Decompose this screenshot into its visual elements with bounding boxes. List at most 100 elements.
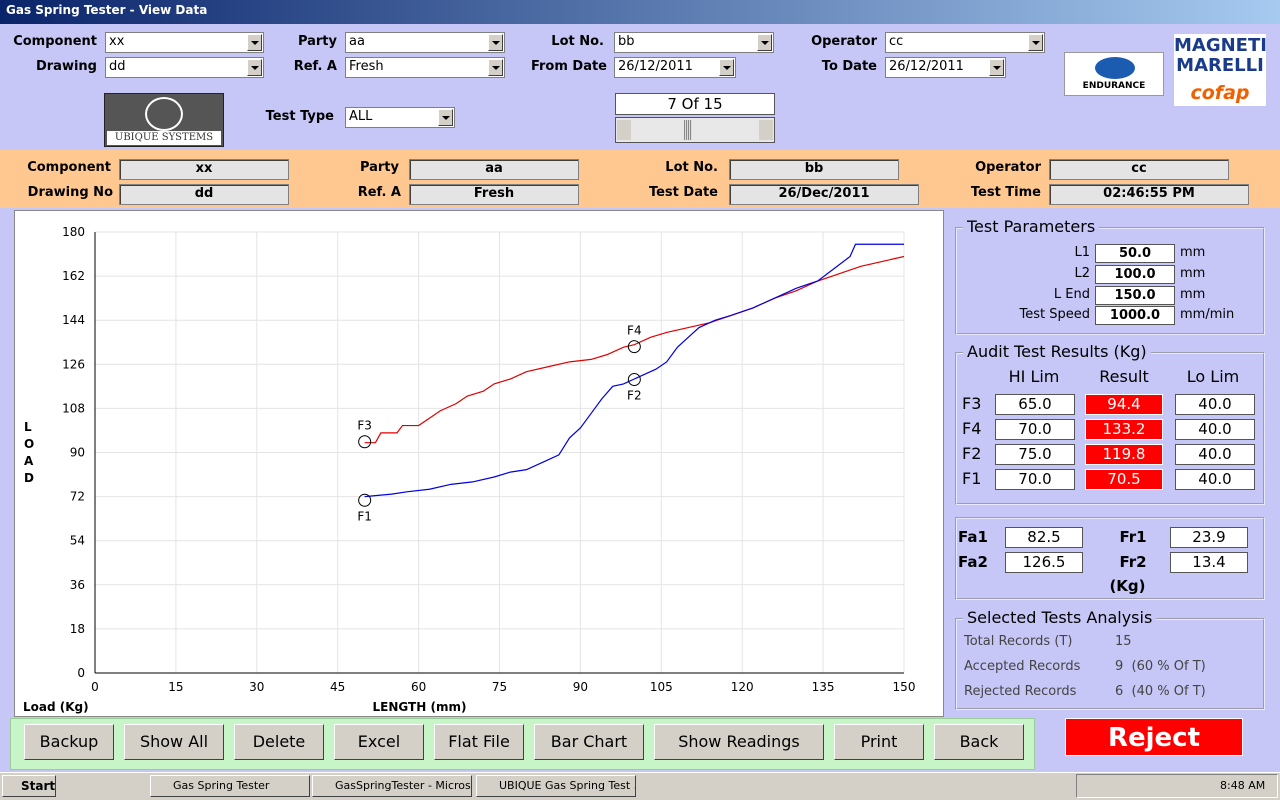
param-label: L End — [1053, 287, 1090, 302]
info-label: Test Date — [648, 185, 718, 200]
action-button[interactable]: Print — [834, 724, 924, 760]
combo-box[interactable]: 26/12/2011 — [614, 57, 736, 78]
combo-box[interactable]: Fresh — [345, 57, 505, 78]
scroll-left[interactable] — [617, 120, 631, 140]
start-button[interactable]: Start — [2, 775, 56, 797]
analysis-label: Accepted Records — [964, 659, 1081, 674]
result-value: 94.4 — [1085, 394, 1163, 415]
dropdown-arrow[interactable] — [757, 34, 772, 51]
x-tick-label: 75 — [492, 680, 507, 694]
param-value: 50.0 — [1095, 244, 1175, 263]
combo-box[interactable]: aa — [345, 32, 505, 53]
param-unit: mm — [1180, 287, 1206, 302]
group-title: Test Parameters — [963, 218, 1100, 236]
marker — [358, 435, 372, 449]
x-tick-label: 60 — [411, 680, 426, 694]
dropdown-arrow[interactable] — [989, 59, 1004, 76]
action-button[interactable]: Flat File — [434, 724, 524, 760]
x-tick-label: 45 — [330, 680, 345, 694]
arrow-icon — [492, 41, 500, 49]
action-button[interactable]: Backup — [24, 724, 114, 760]
force-label: Fa2 — [958, 553, 988, 571]
magneti-logo: MAGNETI MARELLI cofap — [1174, 34, 1267, 106]
taskbar-task[interactable]: Gas Spring Tester — [150, 775, 310, 797]
action-button[interactable]: Delete — [234, 724, 324, 760]
x-tick-label: 105 — [650, 680, 673, 694]
taskbar-task[interactable]: GasSpringTester - Micros... — [312, 775, 472, 797]
info-label: Ref. A — [357, 185, 401, 200]
title-bar — [0, 0, 1280, 24]
marelli-text: MARELLI — [1176, 55, 1264, 76]
scroll-right[interactable] — [759, 120, 773, 140]
action-button[interactable]: Bar Chart — [534, 724, 644, 760]
lo-limit: 40.0 — [1175, 419, 1255, 440]
record-scrollbar[interactable] — [615, 117, 775, 143]
force-label: Fr2 — [1119, 553, 1147, 571]
info-value: cc — [1049, 159, 1229, 180]
force-value: 82.5 — [1005, 527, 1083, 548]
action-button[interactable]: Excel — [334, 724, 424, 760]
info-label: Component — [27, 160, 111, 175]
scroll-thumb[interactable] — [684, 120, 692, 140]
analysis-value: 6 (40 % Of T) — [1115, 684, 1206, 699]
hi-limit: 70.0 — [995, 419, 1075, 440]
arrow-icon — [251, 41, 259, 49]
action-button[interactable]: Back — [934, 724, 1024, 760]
dropdown-arrow[interactable] — [247, 34, 262, 51]
y-tick-label: 54 — [70, 534, 85, 548]
magneti-text: MAGNETI — [1174, 35, 1267, 56]
action-button[interactable]: Show Readings — [654, 724, 824, 760]
chart-area: 0 18 36 54 72 90 108 126 144 162 180 0 15 30 45 60 75 90 1… — [14, 210, 944, 717]
cofap-text: cofap — [1190, 82, 1250, 104]
audit-row-label: F1 — [962, 469, 982, 488]
combo-box[interactable]: ALL — [345, 107, 455, 128]
filter-label: Drawing — [35, 59, 97, 74]
audit-header: HI Lim — [1008, 367, 1060, 386]
hi-limit: 70.0 — [995, 469, 1075, 490]
arrow-icon — [723, 66, 731, 74]
combo-box[interactable]: bb — [614, 32, 774, 53]
marker — [358, 493, 372, 507]
x-tick-label: 15 — [168, 680, 183, 694]
info-label: Test Time — [970, 185, 1041, 200]
param-value: 100.0 — [1095, 265, 1175, 284]
taskbar-task[interactable]: UBIQUE Gas Spring Test ... — [476, 775, 636, 797]
combo-box[interactable]: cc — [885, 32, 1045, 53]
y-tick-label: 108 — [62, 401, 85, 415]
info-label: Lot No. — [665, 160, 718, 175]
dropdown-arrow[interactable] — [247, 59, 262, 76]
series-line — [364, 255, 905, 444]
marker-label: F1 — [357, 509, 372, 523]
reject-status[interactable]: Reject — [1065, 718, 1243, 756]
system-tray — [1076, 774, 1278, 798]
x-tick-label: 0 — [91, 680, 99, 694]
param-label: L2 — [1074, 266, 1090, 281]
arrow-icon — [993, 66, 1001, 74]
endurance-text: ENDURANCE — [1082, 81, 1146, 91]
param-unit: mm — [1180, 266, 1206, 281]
combo-box[interactable]: xx — [105, 32, 264, 53]
arrow-icon — [761, 41, 769, 49]
action-button[interactable]: Show All — [124, 724, 224, 760]
dropdown-arrow[interactable] — [488, 59, 503, 76]
group-title: Audit Test Results (Kg) — [963, 343, 1151, 361]
ubique-text: UBIQUE SYSTEMS — [107, 131, 221, 145]
marker — [627, 372, 641, 386]
group-title: Selected Tests Analysis — [963, 609, 1157, 627]
info-value: xx — [119, 159, 289, 180]
group-box — [955, 227, 1265, 335]
filter-label: Ref. A — [293, 59, 337, 74]
dropdown-arrow[interactable] — [1028, 34, 1043, 51]
combo-box[interactable]: dd — [105, 57, 264, 78]
dropdown-arrow[interactable] — [438, 109, 453, 126]
dropdown-arrow[interactable] — [488, 34, 503, 51]
force-value: 126.5 — [1005, 552, 1083, 573]
y-tick-label: 18 — [70, 622, 85, 636]
y-tick-label: 126 — [62, 357, 85, 371]
info-value: bb — [729, 159, 899, 180]
result-value: 119.8 — [1085, 444, 1163, 465]
dropdown-arrow[interactable] — [719, 59, 734, 76]
combo-box[interactable]: 26/12/2011 — [885, 57, 1006, 78]
lo-limit: 40.0 — [1175, 394, 1255, 415]
info-value: 26/Dec/2011 — [729, 184, 919, 205]
